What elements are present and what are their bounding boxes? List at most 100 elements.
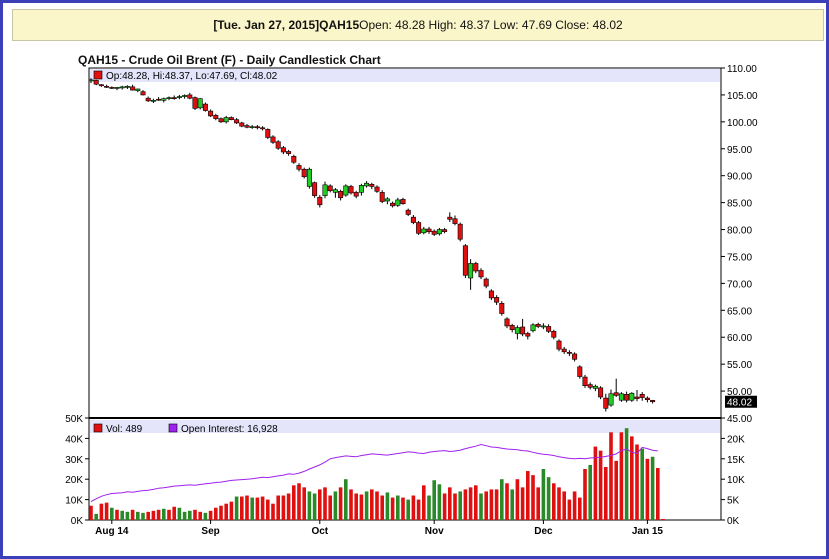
candle-up (114, 87, 120, 89)
open-interest-tick-label: 5K (727, 496, 740, 507)
volume-bar (344, 479, 348, 520)
candle-down (488, 290, 494, 299)
candle-down (187, 94, 193, 99)
volume-bar (260, 496, 265, 520)
volume-bar (286, 493, 291, 520)
candle-up (197, 98, 203, 109)
candle-down (286, 151, 292, 154)
volume-bar (120, 510, 124, 520)
price-tick-label: 85.00 (727, 199, 752, 210)
candle-down (634, 396, 640, 399)
volume-bar (630, 436, 634, 520)
volume-bar (390, 497, 395, 520)
candle-down (145, 97, 151, 102)
open-interest-tick-label: 0K (727, 516, 740, 527)
volume-bar (141, 512, 145, 520)
volume-bar (406, 499, 410, 520)
candle-down (546, 326, 552, 332)
chart-title: QAH15 - Crude Oil Brent (F) - Daily Cand… (78, 53, 381, 67)
x-tick-label: Jan 15 (632, 526, 664, 537)
candle-up (618, 393, 624, 401)
candle-down (265, 129, 271, 138)
open-interest-tick-label: 10K (727, 475, 745, 486)
volume-bar (598, 450, 603, 520)
volume-bar (224, 503, 228, 520)
candle-down (556, 340, 562, 350)
candle-down (109, 87, 115, 89)
price-tick-label: 50.00 (727, 387, 752, 398)
candle-down (452, 218, 458, 224)
candle-up (135, 88, 141, 91)
open-interest-legend-text: Open Interest: 16,928 (181, 424, 278, 435)
volume-bar (203, 512, 208, 520)
candle-up (182, 95, 188, 97)
volume-bar (645, 458, 650, 520)
x-tick-label: Aug 14 (95, 526, 129, 537)
candle-down (525, 333, 531, 337)
candle-down (462, 245, 468, 276)
volume-legend-swatch (93, 423, 103, 433)
volume-bar (266, 499, 270, 520)
candle-up (166, 97, 172, 99)
candle-down (291, 156, 297, 163)
volume-bar (136, 511, 140, 520)
candle-up (436, 229, 442, 235)
candle-down (644, 397, 650, 400)
volume-bar (229, 501, 234, 520)
volume-bar (583, 469, 587, 520)
candle-down (93, 80, 99, 85)
volume-bar (650, 456, 655, 520)
volume-bar (297, 483, 301, 520)
quote-values: Open: 48.28 High: 48.37 Low: 47.69 Close… (359, 18, 623, 32)
candle-down (650, 400, 656, 403)
candle-down (202, 103, 208, 111)
volume-bar (276, 495, 280, 520)
candle-down (442, 229, 448, 232)
volume-bar (99, 503, 104, 520)
candle-up (608, 393, 614, 406)
candle-down (348, 186, 354, 194)
volume-bar (302, 487, 306, 520)
candle-up (176, 96, 182, 98)
volume-bar (328, 495, 332, 520)
volume-bar (338, 487, 343, 520)
volume-bar (416, 499, 421, 520)
volume-tick-label: 0K (71, 516, 84, 527)
volume-bar (484, 491, 488, 520)
volume-bar (541, 469, 546, 520)
candle-down (260, 127, 266, 130)
volume-bar (448, 487, 452, 520)
volume-bar (479, 493, 483, 520)
volume-bar (208, 510, 213, 520)
volume-bar (463, 489, 468, 520)
volume-bar (437, 484, 442, 520)
candle-up (468, 263, 474, 279)
volume-bar (474, 485, 478, 520)
volume-bar (520, 487, 525, 520)
price-tick-label: 45.00 (727, 414, 752, 425)
x-tick-label: Nov (425, 526, 444, 537)
candle-down (535, 324, 541, 327)
candle-down (431, 230, 437, 235)
volume-bar (349, 489, 353, 520)
volume-bar (130, 509, 135, 520)
volume-bar (375, 491, 379, 520)
candle-down (483, 278, 489, 287)
candle-up (384, 198, 390, 202)
volume-bar (385, 492, 390, 520)
volume-bar (619, 432, 624, 520)
price-tick-label: 60.00 (727, 333, 752, 344)
quote-date: [Tue. Jan 27, 2015] (213, 18, 320, 32)
volume-bar (318, 489, 322, 520)
volume-bar (271, 503, 275, 520)
volume-bar (354, 493, 358, 520)
open-interest-legend-swatch (168, 423, 178, 433)
candle-down (275, 141, 281, 149)
volume-bar (656, 467, 660, 520)
quote-header: [Tue. Jan 27, 2015] QAH15 Open: 48.28 Hi… (12, 9, 824, 41)
candle-up (358, 185, 364, 193)
volume-bar (370, 489, 374, 520)
volume-bar (307, 491, 312, 520)
price-legend-bar (90, 69, 720, 82)
